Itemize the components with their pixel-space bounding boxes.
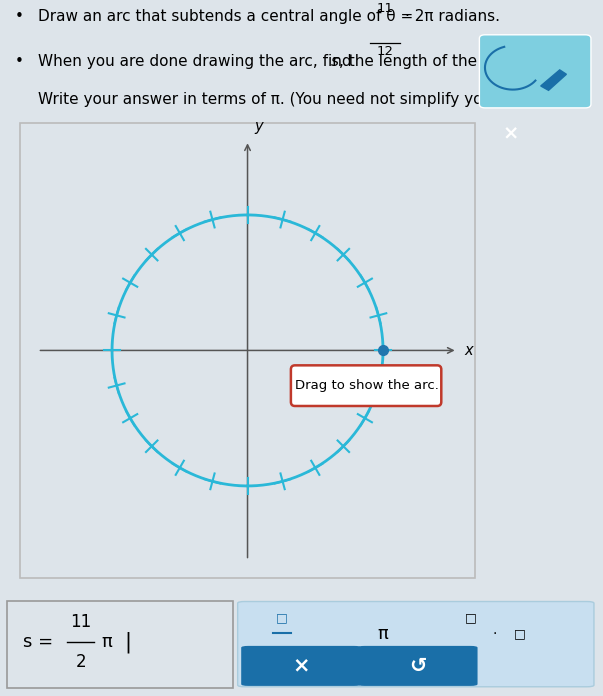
FancyBboxPatch shape (238, 601, 594, 687)
Text: x: x (464, 343, 473, 358)
Text: □: □ (465, 612, 476, 624)
Text: When you are done drawing the arc, find: When you are done drawing the arc, find (38, 54, 356, 69)
Text: y: y (254, 118, 263, 134)
Text: ↺: ↺ (409, 656, 426, 676)
Text: □: □ (276, 644, 288, 657)
Text: 2: 2 (75, 653, 86, 670)
Text: r = 3: r = 3 (312, 364, 346, 377)
Polygon shape (541, 70, 566, 90)
Text: π: π (101, 633, 112, 651)
Text: □: □ (276, 612, 288, 624)
Text: Drag to show the arc.: Drag to show the arc. (295, 379, 439, 392)
Bar (20, 122, 475, 578)
Text: 12: 12 (376, 45, 393, 58)
Text: s =: s = (23, 633, 53, 651)
FancyBboxPatch shape (479, 35, 591, 108)
Text: 11: 11 (70, 613, 91, 631)
FancyBboxPatch shape (241, 646, 361, 686)
Text: , the length of the arc.: , the length of the arc. (339, 54, 511, 69)
Text: · 2π radians.: · 2π radians. (405, 8, 500, 24)
Text: π: π (377, 625, 388, 642)
Text: ×: × (503, 124, 519, 143)
Text: ·: · (493, 626, 497, 641)
Text: □: □ (514, 627, 526, 640)
Text: •: • (15, 8, 24, 24)
Text: Draw an arc that subtends a central angle of θ =: Draw an arc that subtends a central angl… (38, 8, 413, 24)
Text: s: s (330, 54, 338, 69)
Text: ×: × (292, 656, 310, 676)
Text: |: | (125, 632, 132, 653)
FancyBboxPatch shape (358, 646, 478, 686)
Text: Write your answer in terms of π. (You need not simplify your answer.): Write your answer in terms of π. (You ne… (38, 92, 568, 106)
Text: •: • (15, 54, 24, 69)
Text: 11: 11 (376, 2, 393, 15)
FancyBboxPatch shape (291, 365, 441, 406)
